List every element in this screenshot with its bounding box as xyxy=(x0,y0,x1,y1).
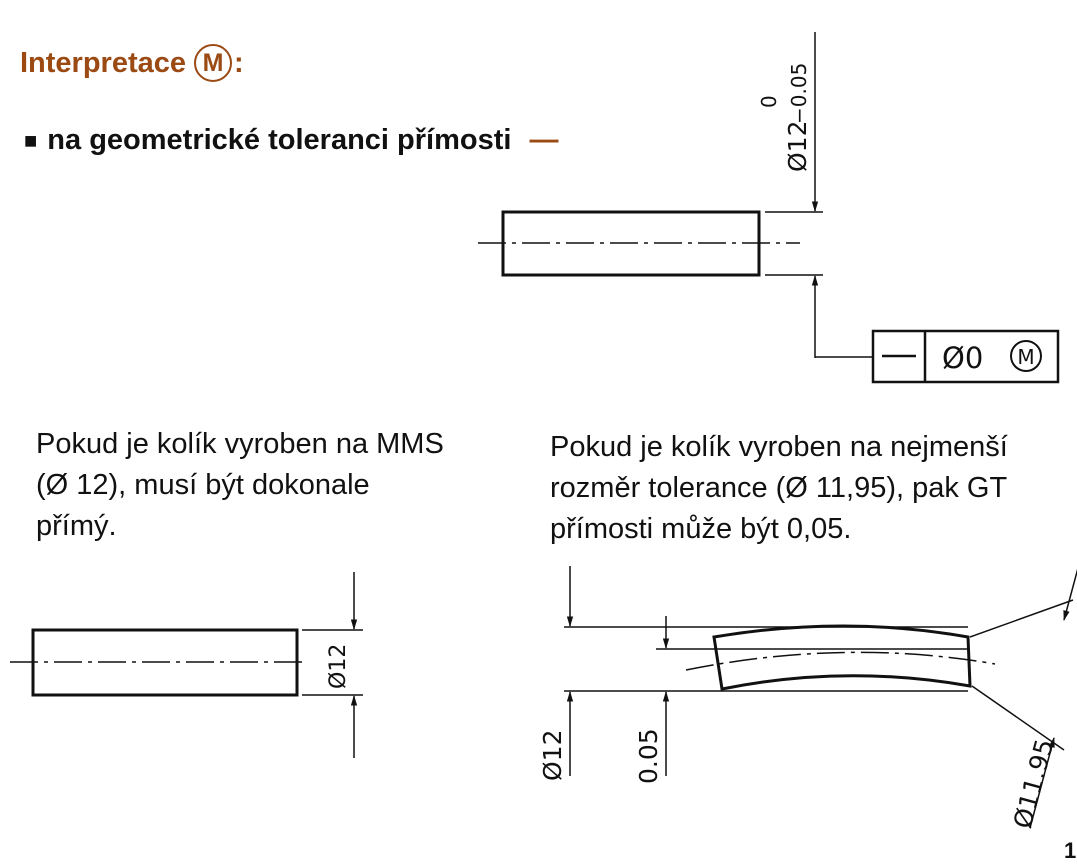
frame-mmc-circle-icon xyxy=(1010,340,1042,372)
right-diameter-arrow xyxy=(1063,568,1077,622)
right-diameter-ext-a xyxy=(969,599,1074,638)
left-pin-drawing xyxy=(10,572,363,758)
title-colon: : xyxy=(234,46,244,79)
right-dim-envelope-label: Ø12 xyxy=(538,730,567,782)
right-dim-straightness-label: 0.05 xyxy=(634,728,663,784)
bullet-text: na geometrické toleranci přímosti xyxy=(47,124,512,156)
slide-title: Interpretace M : xyxy=(20,44,244,82)
frame-modifier: M xyxy=(1017,345,1034,369)
right-bent-centerline xyxy=(685,651,996,671)
top-pin-drawing xyxy=(478,32,1060,384)
page-number: 1 xyxy=(1064,838,1077,863)
title-text: Interpretace xyxy=(20,46,187,79)
mmc-symbol-icon: M xyxy=(194,44,233,82)
right-dim-diameter-label: Ø11.95 xyxy=(1008,736,1060,832)
right-diameter-arrow-b xyxy=(1029,736,1055,829)
bullet-square-icon: ■ xyxy=(24,127,38,153)
left-dim-label: Ø12 xyxy=(326,644,351,689)
paragraph-mms: Pokud je kolík vyroben na MMS (Ø 12), mu… xyxy=(36,428,444,542)
top-dim-tolerance-upper: 0 xyxy=(757,95,781,108)
right-diameter-ext-b xyxy=(971,685,1065,751)
right-bent-pin xyxy=(712,624,972,691)
paragraph-lms: Pokud je kolík vyroben na nejmenší rozmě… xyxy=(550,431,1008,545)
bullet-item: ■ na geometrické toleranci přímosti — xyxy=(24,124,558,157)
frame-value: Ø0 xyxy=(942,341,983,375)
right-pin-drawing xyxy=(564,566,1077,829)
feature-control-frame xyxy=(871,329,1060,384)
top-dim-tolerance-lower: −0.05 xyxy=(787,63,811,124)
top-dim-main: Ø12 xyxy=(783,121,812,173)
straightness-symbol-icon: — xyxy=(529,124,559,156)
